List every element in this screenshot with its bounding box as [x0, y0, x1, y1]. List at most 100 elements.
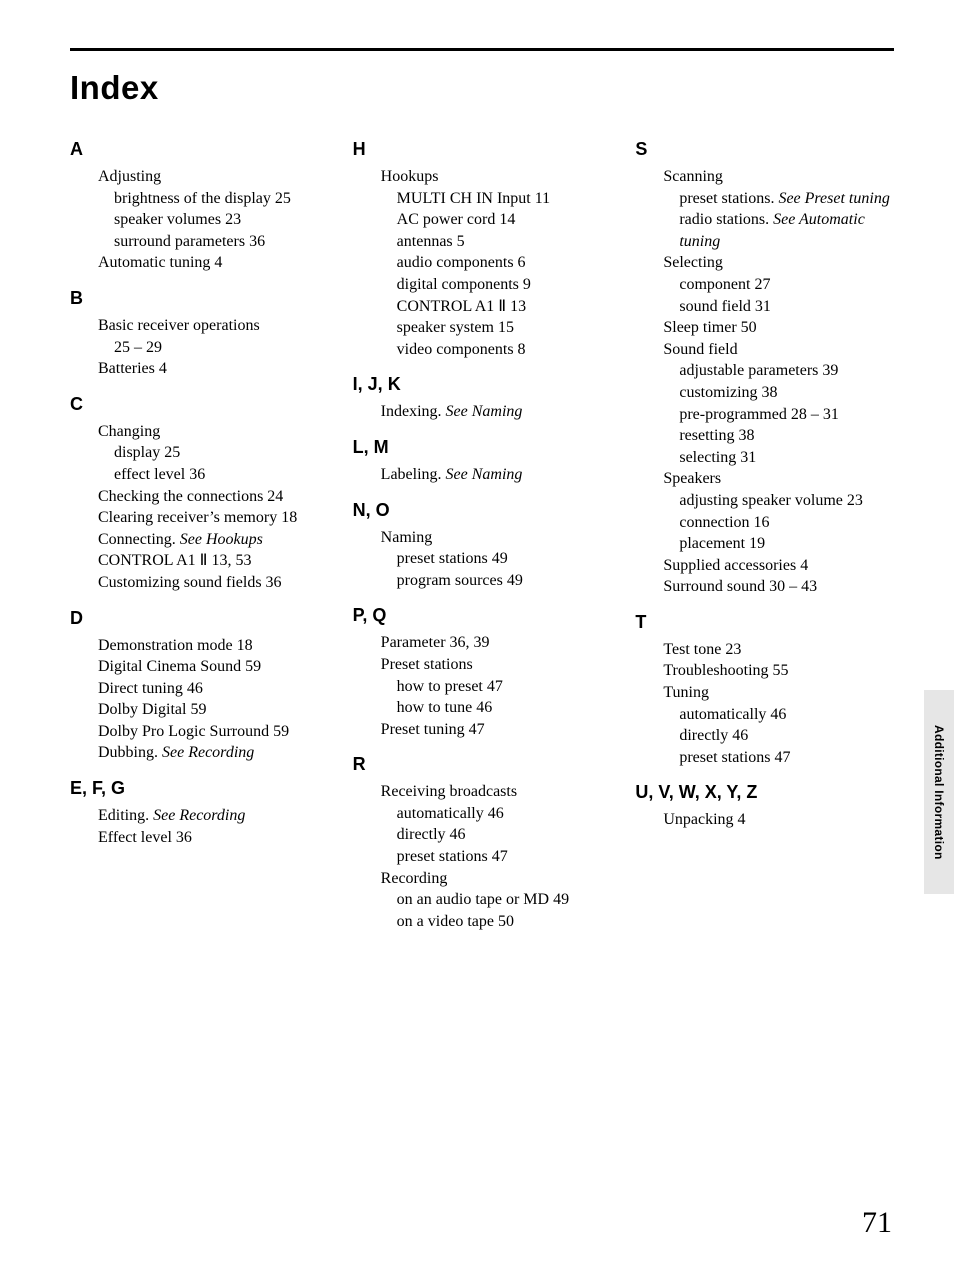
page-number: 71 — [862, 1206, 892, 1240]
index-entry: preset stations 49 — [397, 548, 612, 570]
index-entry: CONTROL A1 Ⅱ 13, 53 — [98, 550, 329, 572]
index-entry: Sleep timer 50 — [663, 317, 894, 339]
index-entry: Parameter 36, 39 — [381, 632, 612, 654]
index-letter: H — [353, 139, 612, 160]
index-letter: P, Q — [353, 605, 612, 626]
document-page: Index A Adjustingbrightness of the displa… — [0, 0, 954, 1274]
entry-see-reference: See Recording — [162, 744, 254, 761]
index-letter: A — [70, 139, 329, 160]
entry-see-reference: See Hookups — [180, 531, 263, 548]
index-entry: placement 19 — [679, 533, 894, 555]
index-entry: Changing — [98, 421, 329, 443]
entry-text: Indexing. — [381, 403, 446, 420]
entry-text: Connecting. — [98, 531, 180, 548]
index-entry: Preset stations — [381, 654, 612, 676]
index-entry: Batteries 4 — [98, 358, 329, 380]
index-entry: Speakers — [663, 468, 894, 490]
entry-see-reference: See Recording — [153, 807, 245, 824]
index-column: HHookupsMULTI CH IN Input 11AC power cor… — [353, 139, 612, 946]
index-letter: D — [70, 608, 329, 629]
index-entries: Indexing. See Naming — [353, 401, 612, 423]
index-letter: E, F, G — [70, 778, 329, 799]
entry-see-reference: See Naming — [446, 466, 523, 483]
index-entry: Adjusting — [98, 166, 329, 188]
entry-text: Editing. — [98, 807, 153, 824]
index-entry: how to preset 47 — [397, 676, 612, 698]
index-entry: component 27 — [679, 274, 894, 296]
entry-text: radio stations. — [679, 211, 773, 228]
index-section: U, V, W, X, Y, Z Unpacking 4 — [635, 782, 894, 831]
index-entry: program sources 49 — [397, 570, 612, 592]
index-entry: Scanning — [663, 166, 894, 188]
index-section: P, Q Parameter 36, 39Preset stationshow t… — [353, 605, 612, 740]
index-entry: Dubbing. See Recording — [98, 742, 329, 764]
entry-text: Dubbing. — [98, 744, 162, 761]
index-letter: U, V, W, X, Y, Z — [635, 782, 894, 803]
index-letter: C — [70, 394, 329, 415]
index-entry: Receiving broadcasts — [381, 781, 612, 803]
index-entry: MULTI CH IN Input 11 — [397, 188, 612, 210]
index-entry: Editing. See Recording — [98, 805, 329, 827]
index-entry: Test tone 23 — [663, 639, 894, 661]
index-letter: L, M — [353, 437, 612, 458]
index-entry: AC power cord 14 — [397, 209, 612, 231]
index-entry: display 25 — [114, 442, 329, 464]
index-entry: Effect level 36 — [98, 827, 329, 849]
index-entry: Selecting — [663, 252, 894, 274]
index-entry: Digital Cinema Sound 59 — [98, 656, 329, 678]
index-entry: directly 46 — [397, 824, 612, 846]
index-entry: brightness of the display 25 — [114, 188, 329, 210]
index-entries: Unpacking 4 — [635, 809, 894, 831]
index-entry: Preset tuning 47 — [381, 719, 612, 741]
index-letter: R — [353, 754, 612, 775]
index-section: SScanningpreset stations. See Preset tun… — [635, 139, 894, 598]
index-columns: AAdjustingbrightness of the display 25sp… — [70, 139, 894, 946]
index-entries: Changingdisplay 25effect level 36Checkin… — [70, 421, 329, 594]
index-entry: audio components 6 — [397, 252, 612, 274]
index-section: AAdjustingbrightness of the display 25sp… — [70, 139, 329, 274]
index-entry: Tuning — [663, 682, 894, 704]
index-entry: Checking the connections 24 — [98, 486, 329, 508]
index-entry: Connecting. See Hookups — [98, 529, 329, 551]
index-section: TTest tone 23Troubleshooting 55Tuningaut… — [635, 612, 894, 769]
index-letter: I, J, K — [353, 374, 612, 395]
index-entry: resetting 38 — [679, 425, 894, 447]
page-title: Index — [70, 69, 894, 107]
index-entry: on an audio tape or MD 49 — [397, 889, 612, 911]
index-entry: Naming — [381, 527, 612, 549]
entry-see-reference: See Naming — [446, 403, 523, 420]
index-entry: Surround sound 30 – 43 — [663, 576, 894, 598]
index-letter: S — [635, 139, 894, 160]
index-entry: Dolby Digital 59 — [98, 699, 329, 721]
index-column: SScanningpreset stations. See Preset tun… — [635, 139, 894, 946]
index-section: R Receiving broadcastsautomatically 46dir… — [353, 754, 612, 932]
index-entry: Troubleshooting 55 — [663, 660, 894, 682]
entry-text: preset stations. — [679, 190, 778, 207]
index-entry: customizing 38 — [679, 382, 894, 404]
side-tab: Additional Information — [924, 690, 954, 894]
index-entry: pre-programmed 28 – 31 — [679, 404, 894, 426]
index-entry: radio stations. See Automatic tuning — [679, 209, 894, 252]
index-entries: Scanningpreset stations. See Preset tuni… — [635, 166, 894, 598]
index-section: N, ONamingpreset stations 49program sour… — [353, 500, 612, 592]
index-entry: video components 8 — [397, 339, 612, 361]
index-entry: Supplied accessories 4 — [663, 555, 894, 577]
index-entry: Sound field — [663, 339, 894, 361]
index-entry: Clearing receiver’s memory 18 — [98, 507, 329, 529]
index-entry: automatically 46 — [679, 704, 894, 726]
index-section: E, F, GEditing. See RecordingEffect leve… — [70, 778, 329, 848]
index-entry: 25 – 29 — [114, 337, 329, 359]
index-entry: sound field 31 — [679, 296, 894, 318]
index-entry: Recording — [381, 868, 612, 890]
index-entry: surround parameters 36 — [114, 231, 329, 253]
index-entry: Labeling. See Naming — [381, 464, 612, 486]
index-entry: Customizing sound fields 36 — [98, 572, 329, 594]
index-entry: automatically 46 — [397, 803, 612, 825]
index-entry: adjustable parameters 39 — [679, 360, 894, 382]
index-entries: Namingpreset stations 49program sources … — [353, 527, 612, 592]
index-entry: directly 46 — [679, 725, 894, 747]
index-entry: Demonstration mode 18 — [98, 635, 329, 657]
index-entries: Receiving broadcastsautomatically 46dire… — [353, 781, 612, 932]
index-section: HHookupsMULTI CH IN Input 11AC power cor… — [353, 139, 612, 360]
index-entry: preset stations 47 — [679, 747, 894, 769]
